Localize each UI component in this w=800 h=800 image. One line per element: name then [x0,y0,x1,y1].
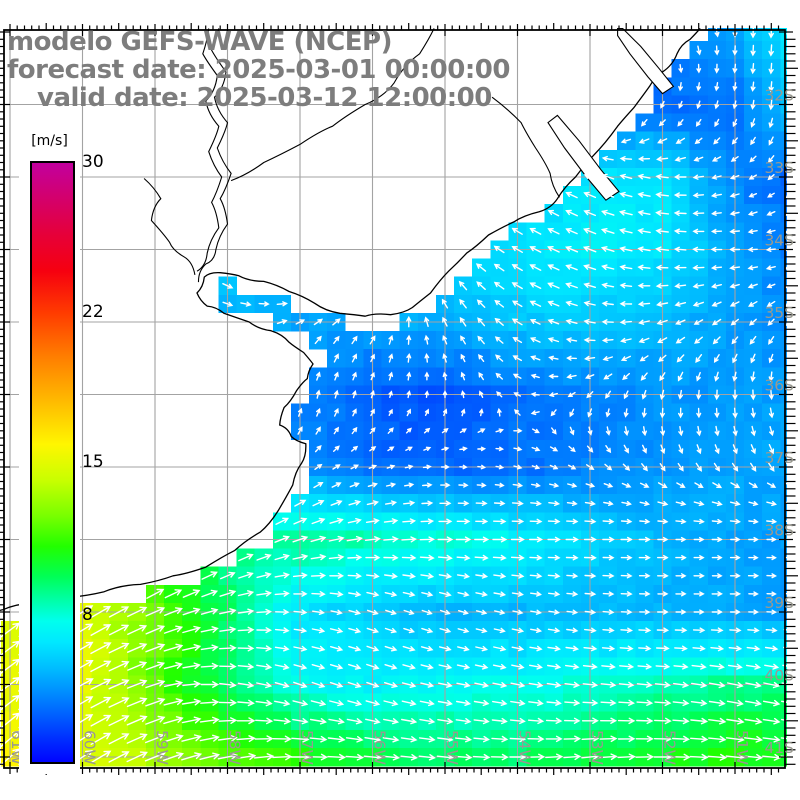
graticule-gridlines [4,30,785,768]
lat-label: 34S [764,232,794,250]
lat-label: 39S [764,594,794,612]
lon-label: 55W [443,730,461,765]
colorbar-tick-label: 22 [82,302,104,322]
valid-date: valid date: 2025-03-12 12:00:00 [37,83,492,113]
rivers-and-borders [143,28,560,283]
lat-label: 40S [764,667,794,685]
forecast-date: forecast date: 2025-03-01 00:00:00 [7,55,510,85]
lat-label: 32S [764,87,794,105]
lat-label: 35S [764,304,794,322]
colorbar-tick-label: 15 [82,452,104,472]
model-title: modelo GEFS-WAVE (NCEP) [7,27,392,57]
coastal-lagoons [547,28,675,201]
lon-label: 56W [371,730,389,765]
lon-label: 58W [226,730,244,765]
lon-label: 60W [81,730,99,765]
lat-label: 38S [764,522,794,540]
lon-label: 51W [733,730,751,765]
coastline [0,28,701,612]
colorbar-tick-label: 30 [82,152,104,172]
colorbar-gradient [30,161,75,764]
lat-label: 36S [764,377,794,395]
lon-label: 57W [298,730,316,765]
colorbar-tick-label: 8 [82,605,93,625]
lat-label: 37S [764,449,794,467]
lon-label: 54W [516,730,534,765]
lon-label: 53W [588,730,606,765]
lat-label: 41S [764,739,794,757]
lon-label: 59W [153,730,171,765]
lon-label: 52W [661,730,679,765]
colorbar-unit-label: [m/s] [31,133,68,149]
colorbar: [m/s] 30 22 15 8 [19,128,104,774]
map-frame [3,29,786,769]
lat-label: 33S [764,159,794,177]
axis-ticks [0,23,798,775]
